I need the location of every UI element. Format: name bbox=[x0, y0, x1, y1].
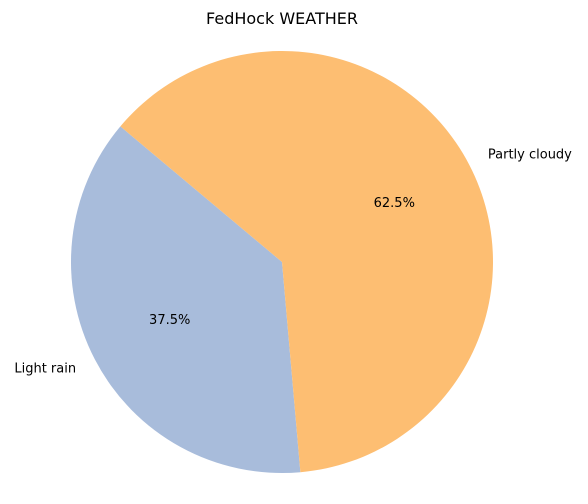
slice-label: Partly cloudy bbox=[488, 147, 572, 162]
pie-slices bbox=[70, 51, 493, 474]
pie-slice-light-rain bbox=[70, 126, 301, 474]
slice-percent-label: 37.5% bbox=[149, 313, 190, 328]
pie-slice-partly-cloudy bbox=[120, 51, 493, 473]
chart-title: FedHock WEATHER bbox=[206, 9, 358, 28]
pie-labels: Light rain 37.5% Partly cloudy 62.5% bbox=[14, 147, 572, 376]
slice-label: Light rain bbox=[14, 362, 76, 377]
slice-percent-label: 62.5% bbox=[374, 196, 415, 211]
